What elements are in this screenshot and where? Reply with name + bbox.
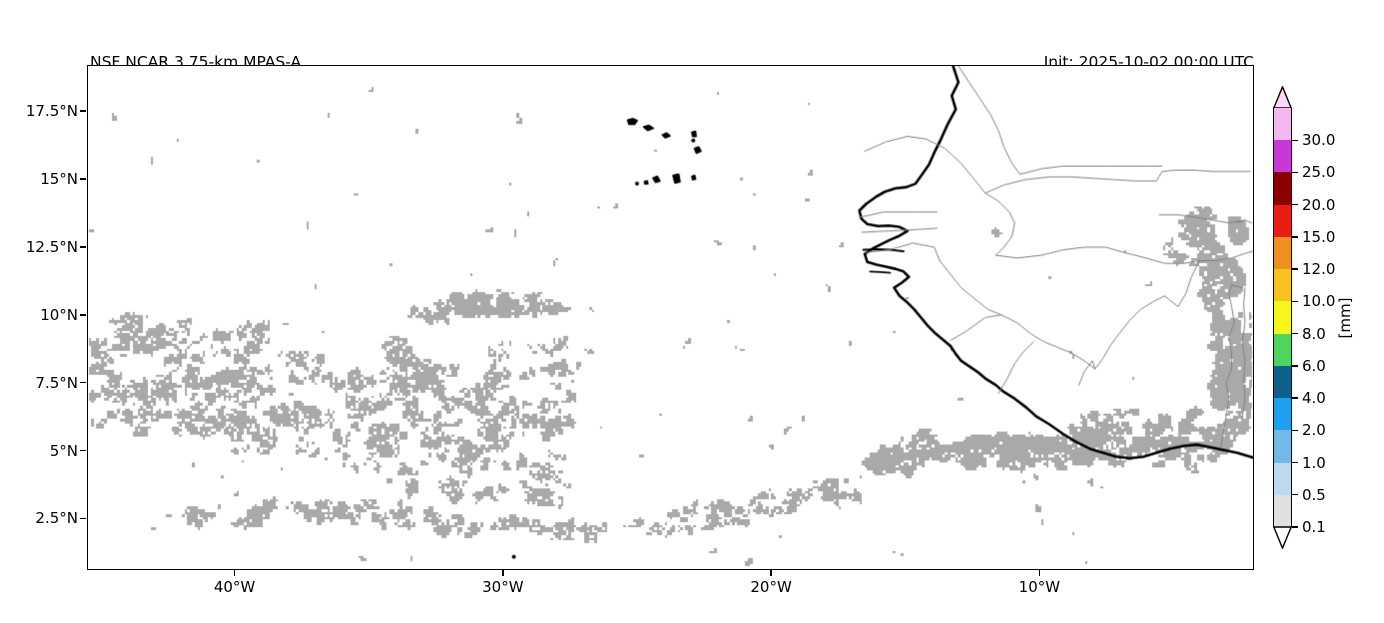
map-plot-area[interactable] [87, 65, 1254, 570]
colorbar-tick-mark [1292, 203, 1298, 206]
colorbar-tick-label: 0.5 [1302, 485, 1326, 504]
longitude-tick-mark [233, 570, 236, 576]
latitude-tick-mark [80, 313, 86, 316]
colorbar-band [1274, 430, 1291, 463]
colorbar-tick-label: 30.0 [1302, 131, 1336, 150]
colorbar-band [1274, 172, 1291, 205]
longitude-tick-label: 30°W [482, 578, 524, 596]
colorbar-units-label: [mm] [1336, 297, 1354, 339]
colorbar-tick-label: 2.0 [1302, 421, 1326, 440]
colorbar-tick-label: 15.0 [1302, 227, 1336, 246]
colorbar-tick-mark [1292, 332, 1298, 335]
longitude-tick-mark [1038, 570, 1041, 576]
colorbar-tick-mark [1292, 236, 1298, 238]
latitude-tick-mark [80, 381, 86, 384]
latitude-tick-mark [80, 246, 86, 248]
colorbar-over-arrow [1273, 86, 1292, 109]
colorbar-tick-mark [1292, 461, 1298, 464]
precipitation-map-canvas [88, 66, 1253, 569]
latitude-tick-mark [80, 517, 86, 520]
latitude-tick-label: 15°N [40, 170, 78, 189]
colorbar-tick-label: 8.0 [1302, 324, 1326, 343]
colorbar-band [1274, 140, 1291, 173]
colorbar-band [1274, 494, 1291, 527]
colorbar-tick-label: 1.0 [1302, 453, 1326, 472]
colorbar-tick-mark [1292, 139, 1298, 141]
latitude-tick-label: 5°N [49, 441, 78, 460]
colorbar-tick-mark [1292, 268, 1298, 270]
colorbar-band [1274, 333, 1291, 366]
precipitation-colorbar[interactable] [1273, 86, 1292, 549]
colorbar-band [1274, 236, 1291, 270]
latitude-tick-label: 10°N [40, 305, 78, 324]
latitude-tick-mark [80, 178, 86, 180]
colorbar-tick-label: 4.0 [1302, 389, 1326, 408]
latitude-tick-label: 7.5°N [35, 373, 78, 392]
colorbar-tick-label: 12.0 [1302, 260, 1336, 279]
colorbar-tick-mark [1292, 300, 1298, 303]
colorbar-tick-mark [1292, 494, 1298, 496]
latitude-tick-mark [80, 449, 86, 452]
colorbar-tick-label: 20.0 [1302, 195, 1336, 214]
colorbar-tick-mark [1292, 526, 1298, 528]
colorbar-band [1274, 108, 1291, 141]
colorbar-band [1274, 301, 1291, 334]
latitude-tick-label: 12.5°N [25, 237, 78, 256]
colorbar-tick-mark [1292, 365, 1298, 367]
latitude-tick-label: 17.5°N [25, 102, 78, 121]
colorbar-band [1274, 269, 1291, 302]
longitude-tick-mark [770, 570, 772, 576]
colorbar-tick-label: 25.0 [1302, 163, 1336, 182]
colorbar-band [1274, 462, 1291, 495]
latitude-tick-label: 2.5°N [35, 509, 78, 528]
colorbar-tick-mark [1292, 429, 1298, 431]
longitude-tick-label: 40°W [213, 578, 256, 596]
colorbar-band [1274, 365, 1291, 399]
colorbar-tick-label: 0.1 [1302, 518, 1326, 536]
colorbar-tick-mark [1292, 397, 1298, 399]
colorbar-band [1274, 398, 1291, 431]
colorbar-band [1274, 204, 1291, 237]
colorbar-under-arrow [1273, 526, 1292, 549]
colorbar-tick-label: 6.0 [1302, 356, 1326, 375]
colorbar-tick-mark [1292, 171, 1298, 174]
longitude-tick-mark [502, 570, 504, 576]
longitude-tick-label: 10°W [1018, 578, 1061, 596]
colorbar-tick-label: 10.0 [1302, 292, 1336, 311]
colorbar-bands [1273, 108, 1292, 527]
latitude-tick-mark [80, 110, 86, 112]
longitude-tick-label: 20°W [750, 578, 792, 596]
